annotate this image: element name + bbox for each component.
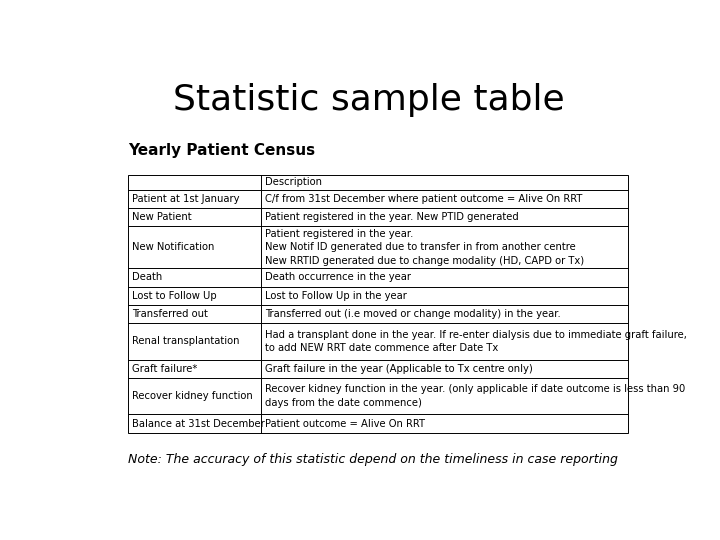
Text: Patient at 1st January: Patient at 1st January	[132, 194, 240, 204]
Text: Yearly Patient Census: Yearly Patient Census	[128, 143, 315, 158]
Text: Graft failure*: Graft failure*	[132, 364, 198, 374]
Text: C/f from 31st December where patient outcome = Alive On RRT: C/f from 31st December where patient out…	[265, 194, 582, 204]
Text: Lost to Follow Up: Lost to Follow Up	[132, 291, 217, 301]
Text: Recover kidney function: Recover kidney function	[132, 391, 253, 401]
Text: Transferred out (i.e moved or change modality) in the year.: Transferred out (i.e moved or change mod…	[265, 309, 561, 319]
Text: Note: The accuracy of this statistic depend on the timeliness in case reporting: Note: The accuracy of this statistic dep…	[128, 453, 618, 467]
Text: Recover kidney function in the year. (only applicable if date outcome is less th: Recover kidney function in the year. (on…	[265, 384, 685, 408]
Text: New Notification: New Notification	[132, 242, 215, 252]
Text: Transferred out: Transferred out	[132, 309, 208, 319]
Text: Death occurrence in the year: Death occurrence in the year	[265, 272, 411, 282]
Text: Lost to Follow Up in the year: Lost to Follow Up in the year	[265, 291, 407, 301]
Bar	[128, 175, 629, 433]
Text: Death: Death	[132, 272, 163, 282]
Bar	[128, 175, 629, 433]
Text: Balance at 31st December: Balance at 31st December	[132, 418, 265, 429]
Text: Patient registered in the year.
New Notif ID generated due to transfer in from a: Patient registered in the year. New Noti…	[265, 228, 584, 266]
Text: Patient registered in the year. New PTID generated: Patient registered in the year. New PTID…	[265, 212, 519, 222]
Text: Patient outcome = Alive On RRT: Patient outcome = Alive On RRT	[265, 418, 425, 429]
Text: Statistic sample table: Statistic sample table	[174, 83, 564, 117]
Text: Renal transplantation: Renal transplantation	[132, 336, 240, 346]
Text: Had a transplant done in the year. If re-enter dialysis due to immediate graft f: Had a transplant done in the year. If re…	[265, 329, 687, 353]
Text: Graft failure in the year (Applicable to Tx centre only): Graft failure in the year (Applicable to…	[265, 364, 533, 374]
Text: Description: Description	[265, 177, 322, 187]
Text: New Patient: New Patient	[132, 212, 192, 222]
